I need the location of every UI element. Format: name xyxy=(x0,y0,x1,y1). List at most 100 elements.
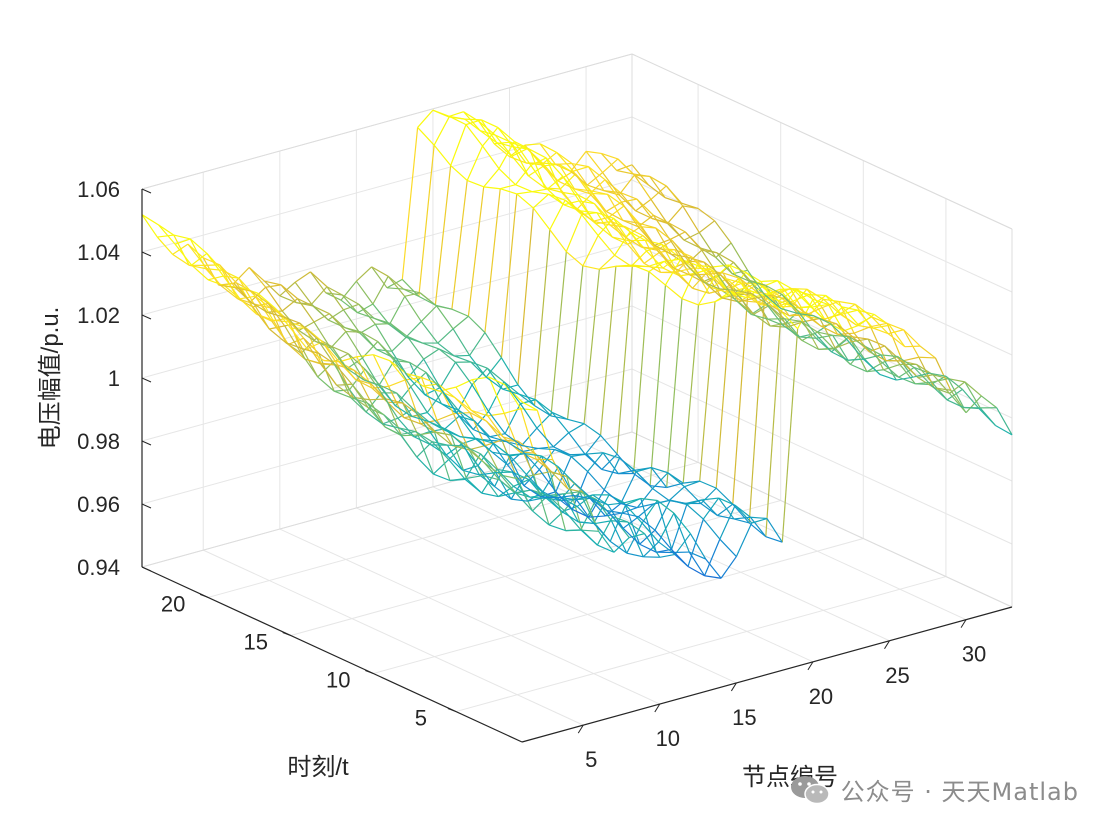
mesh-line-time xyxy=(946,399,964,409)
mesh-line-time xyxy=(608,217,626,238)
mesh-line-time xyxy=(666,482,684,489)
mesh-line-time xyxy=(472,428,490,438)
mesh-line-node xyxy=(551,411,568,420)
mesh-line-time xyxy=(532,207,551,231)
mesh-line-time xyxy=(334,390,351,399)
mesh-line-time xyxy=(534,452,552,473)
mesh-line-time xyxy=(561,191,579,196)
mesh-line-node xyxy=(819,318,836,349)
mesh-line-node xyxy=(852,336,869,340)
mesh-line-time xyxy=(355,379,373,389)
mesh-line-time xyxy=(932,374,950,394)
x-tick-label: 25 xyxy=(885,663,909,688)
mesh-line-time xyxy=(488,376,506,386)
x-tick-label: 10 xyxy=(656,726,680,751)
mesh-line-node xyxy=(683,232,700,241)
mesh-line-time xyxy=(497,126,515,142)
mesh-line-time xyxy=(760,280,778,283)
mesh-line-node xyxy=(598,530,615,553)
mesh-line-time xyxy=(930,384,948,401)
x-tick xyxy=(654,703,661,713)
mesh-line-time xyxy=(415,431,433,443)
mesh-line-time xyxy=(602,452,620,459)
mesh-line-node xyxy=(697,278,715,306)
mesh-line-time xyxy=(489,436,507,443)
mesh-line-time xyxy=(300,352,319,378)
mesh-line-time xyxy=(441,403,459,411)
mesh-line-time xyxy=(715,257,733,275)
back-wall-grid-line xyxy=(141,242,633,379)
mesh-line-time xyxy=(654,244,672,255)
mesh-line-time xyxy=(701,249,719,276)
mesh-line-time xyxy=(377,341,395,361)
mesh-line-time xyxy=(720,274,738,295)
mesh-line-node xyxy=(606,509,623,514)
mesh-line-time xyxy=(557,466,576,484)
mesh-line-time xyxy=(550,471,569,490)
z-tick-label: 0.98 xyxy=(77,429,120,454)
mesh-line-time xyxy=(345,331,363,359)
mesh-line-time xyxy=(864,354,882,360)
mesh-line-time xyxy=(538,447,555,451)
mesh-line-node xyxy=(603,457,621,491)
mesh-line-time xyxy=(723,288,742,302)
mesh-line-node xyxy=(330,331,347,349)
mesh-line-node xyxy=(372,354,390,387)
wechat-icon xyxy=(790,775,830,804)
mesh-line-node xyxy=(467,186,485,317)
floor-grid-line xyxy=(455,576,947,713)
mesh-line-time xyxy=(504,433,522,447)
mesh-line-time xyxy=(470,361,488,369)
mesh-line-time xyxy=(597,544,615,553)
mesh-line-time xyxy=(273,306,292,329)
mesh-line-node xyxy=(207,275,224,281)
mesh-line-time xyxy=(621,512,639,518)
mesh-line-node xyxy=(224,285,241,300)
mesh-line-node xyxy=(832,335,849,361)
mesh-line-time xyxy=(508,452,526,456)
mesh-line-time xyxy=(824,313,842,320)
y-axis-label: 时刻/t xyxy=(287,754,349,781)
mesh-line-node xyxy=(397,408,414,419)
mesh-line-time xyxy=(624,236,642,248)
mesh-line-time xyxy=(512,471,530,481)
mesh-line-node xyxy=(173,234,190,266)
mesh-line-time xyxy=(221,269,239,279)
mesh-line-time xyxy=(476,437,494,444)
x-tick xyxy=(884,640,890,650)
mesh-line-time xyxy=(647,260,665,268)
mesh-line-time xyxy=(294,281,313,305)
mesh-line-time xyxy=(341,294,360,305)
mesh-line-node xyxy=(888,329,904,335)
mesh-line-time xyxy=(559,188,578,210)
mesh-line-node xyxy=(406,372,422,379)
mesh-line-time xyxy=(342,309,361,334)
mesh-line-time xyxy=(683,480,700,484)
mesh-line-node xyxy=(781,328,799,543)
mesh-line-time xyxy=(717,514,735,520)
mesh-line-time xyxy=(848,336,867,348)
mesh-line-time xyxy=(499,479,517,494)
mesh-line-time xyxy=(669,239,687,265)
mesh-line-time xyxy=(719,538,737,557)
mesh-line-time xyxy=(411,415,429,423)
mesh-line-time xyxy=(697,207,715,222)
mesh-line-time xyxy=(578,200,597,224)
mesh-line-node xyxy=(903,329,920,358)
mesh-line-time xyxy=(600,434,618,455)
mesh-line-time xyxy=(207,279,225,287)
mesh-line-time xyxy=(383,414,401,435)
mesh-line-time xyxy=(708,288,726,294)
mesh-line-time xyxy=(700,247,718,254)
mesh-line-time xyxy=(417,127,435,146)
mesh-line-node xyxy=(702,497,720,520)
mesh-line-node xyxy=(297,298,314,307)
mesh-line-time xyxy=(218,284,236,289)
mesh-line-node xyxy=(555,456,572,492)
mesh-line-time xyxy=(653,499,671,505)
mesh-line-node xyxy=(605,201,622,212)
mesh-line-time xyxy=(555,162,572,165)
mesh-line-node xyxy=(516,478,534,512)
mesh-line-time xyxy=(664,197,682,204)
mesh-line-time xyxy=(811,303,829,308)
